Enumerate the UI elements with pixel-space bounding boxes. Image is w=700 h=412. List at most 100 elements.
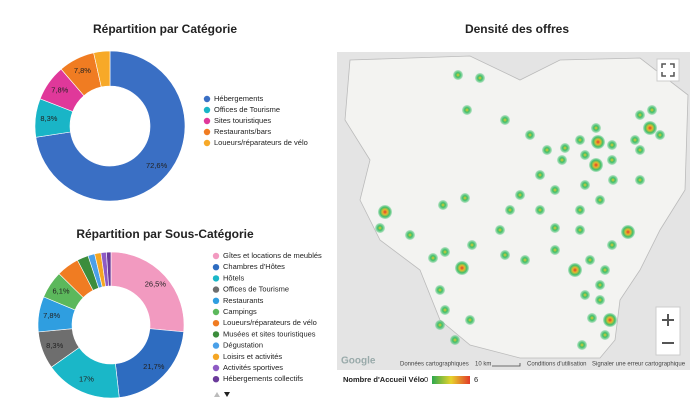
heat-point: [500, 115, 510, 125]
legend-label: Hébergements: [214, 94, 263, 103]
heat-point: [550, 223, 560, 233]
heat-point: [580, 290, 590, 300]
heat-point: [647, 105, 657, 115]
scale-bar: [492, 363, 521, 367]
chart-title: Répartition par Sous-Catégorie: [76, 227, 254, 241]
map[interactable]: Google Données cartographiques 10 km Con…: [337, 52, 690, 370]
legend-swatch: [212, 252, 220, 260]
heat-point: [595, 195, 605, 205]
heat-point: [603, 313, 617, 327]
legend-swatch: [212, 376, 220, 383]
heat-point: [600, 330, 610, 340]
data-label: 72,6%: [146, 161, 168, 170]
heat-point: [575, 225, 585, 235]
data-label: 26,5%: [145, 280, 167, 289]
pie-slice: [35, 50, 186, 202]
legend-label: Offices de Tourisme: [214, 105, 280, 114]
heat-point: [495, 225, 505, 235]
map-attribution[interactable]: Données cartographiques: [400, 362, 469, 368]
heat-point: [607, 140, 617, 150]
heat-point: [575, 205, 585, 215]
heat-point: [500, 250, 510, 260]
heat-point: [607, 240, 617, 250]
pie-slice: [93, 50, 111, 88]
data-label: 7,8%: [43, 311, 60, 320]
legend-swatch: [212, 331, 220, 338]
heat-point: [435, 285, 445, 295]
data-label: 7,8%: [74, 66, 91, 75]
heat-point: [505, 205, 515, 215]
heat-point: [535, 205, 545, 215]
heat-point: [621, 225, 635, 239]
legend-swatch: [212, 275, 220, 282]
legend-label: Dégustation: [223, 341, 263, 350]
heat-point: [591, 135, 605, 149]
legend-swatch: [212, 320, 220, 327]
heat-point: [428, 253, 438, 263]
heat-point: [557, 155, 567, 165]
legend-swatch: [203, 95, 211, 103]
legend-swatch: [212, 264, 220, 271]
heat-point: [455, 261, 469, 275]
heat-point: [595, 280, 605, 290]
heat-point: [568, 263, 582, 277]
legend-swatch: [212, 342, 220, 349]
fullscreen-icon: [661, 63, 675, 77]
heat-point: [600, 265, 610, 275]
heat-point: [475, 73, 485, 83]
page-up[interactable]: [214, 392, 220, 397]
legend-label: Offices de Tourisme: [223, 285, 289, 294]
heat-point: [535, 170, 545, 180]
heat-point: [560, 143, 570, 153]
chart-title: Répartition par Catégorie: [93, 22, 237, 36]
heat-point: [591, 123, 601, 133]
heat-point: [453, 70, 463, 80]
heat-point: [525, 130, 535, 140]
heat-point: [462, 105, 472, 115]
legend-swatch: [212, 286, 220, 293]
heat-point: [635, 145, 645, 155]
map-report[interactable]: Signaler une erreur cartographique: [592, 362, 686, 368]
heat-point: [450, 335, 460, 345]
pie-slice: [110, 251, 185, 333]
legend-label: Restaurants/bars: [214, 127, 271, 136]
heat-point: [580, 150, 590, 160]
data-label: 6,1%: [53, 287, 70, 296]
data-label: 21,7%: [143, 362, 165, 371]
legend-swatch: [212, 297, 220, 304]
legend-label: Hôtels: [223, 273, 245, 282]
legend-swatch: [203, 117, 211, 125]
legend-label: Activités sportives: [223, 363, 283, 372]
page-down[interactable]: [224, 392, 230, 397]
legend-max: 6: [474, 375, 478, 384]
legend-swatch: [212, 364, 220, 372]
heat-point: [378, 205, 392, 219]
legend-label: Sites touristiques: [214, 116, 271, 125]
legend-swatch: [212, 308, 220, 316]
data-label: 7,8%: [51, 85, 68, 94]
legend-label: Gîtes et locations de meublés: [223, 251, 322, 260]
heat-point: [550, 185, 560, 195]
legend-swatch: [203, 139, 211, 147]
legend-label: Loueurs/réparateurs de vélo: [223, 318, 317, 327]
heat-point: [580, 180, 590, 190]
fullscreen-button[interactable]: [656, 58, 680, 82]
map-terms[interactable]: Conditions d'utilisation: [527, 362, 587, 368]
heat-point: [520, 255, 530, 265]
heat-point: [635, 175, 645, 185]
heat-point: [465, 315, 475, 325]
heat-point: [440, 305, 450, 315]
map-scale: 10 km: [475, 362, 491, 368]
heat-point: [460, 193, 470, 203]
legend-label: Loisirs et activités: [223, 352, 282, 361]
legend-swatch: [212, 353, 220, 360]
data-label: 8,3%: [46, 341, 63, 350]
heat-point: [630, 135, 640, 145]
heat-point: [587, 313, 597, 323]
legend-label: Hébergements collectifs: [223, 374, 303, 383]
heat-point: [608, 175, 618, 185]
heat-point: [375, 223, 385, 233]
heat-point: [607, 155, 617, 165]
legend-min: 0: [424, 375, 428, 384]
